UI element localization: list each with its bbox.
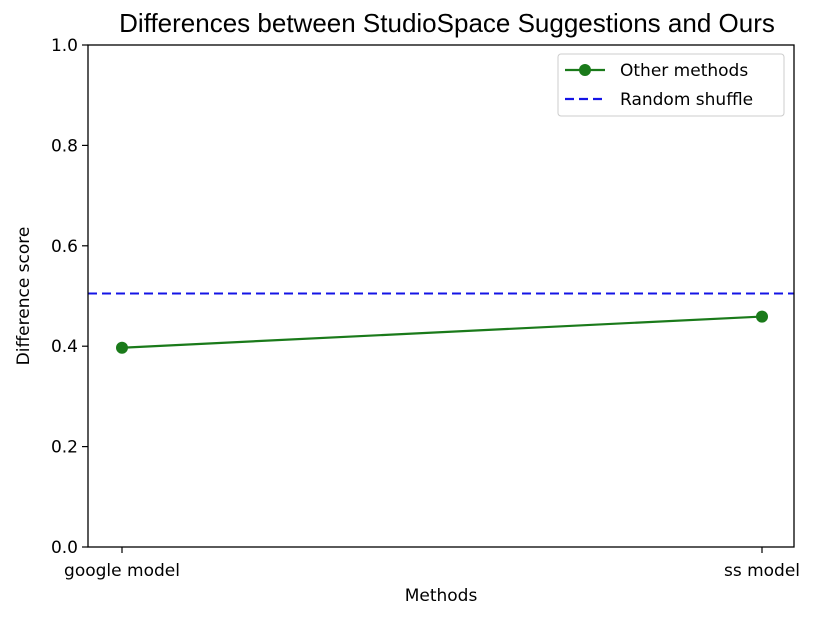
data-point-ss-model <box>756 310 768 323</box>
y-tick-label: 0.6 <box>51 237 78 257</box>
y-axis-label: Difference score <box>14 227 34 366</box>
legend-label-random-shuffle: Random shuffle <box>620 90 753 110</box>
plot-frame <box>87 44 795 548</box>
chart-title: Differences between StudioSpace Suggesti… <box>119 8 775 38</box>
x-axis-label: Methods <box>405 586 478 606</box>
x-tick-label: ss model <box>724 561 800 581</box>
legend-label-other-methods: Other methods <box>620 61 748 81</box>
x-tick-label: google model <box>64 561 180 581</box>
y-tick-label: 0.8 <box>51 136 78 156</box>
y-tick-label: 1.0 <box>51 36 78 56</box>
y-tick-label: 0.0 <box>51 538 78 558</box>
y-tick-label: 0.2 <box>51 438 78 458</box>
legend-marker-other-methods <box>579 64 591 76</box>
y-axis-ticks: 0.0 0.2 0.4 0.6 0.8 1.0 <box>51 36 88 558</box>
data-point-google-model <box>116 341 128 354</box>
y-tick-label: 0.4 <box>51 337 78 357</box>
legend-box <box>557 53 785 117</box>
legend: Other methods Random shuffle <box>557 53 785 117</box>
series-line-other-methods <box>121 315 763 349</box>
series-lines <box>116 310 768 354</box>
x-axis-ticks: google model ss model <box>64 547 800 581</box>
